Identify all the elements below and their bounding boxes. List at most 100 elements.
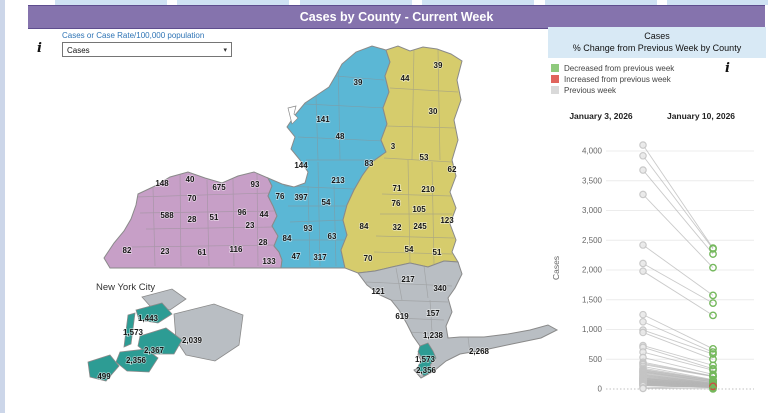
inset-westchester[interactable] xyxy=(141,288,187,311)
y-axis-tick: 4,000 xyxy=(582,147,603,156)
tab-stub[interactable] xyxy=(422,0,534,5)
slope-line xyxy=(642,370,714,382)
county-value-label: 39 xyxy=(434,61,443,70)
county-value-label: 93 xyxy=(304,224,313,233)
slope-line xyxy=(642,244,714,296)
tab-stub[interactable] xyxy=(177,0,289,5)
county-value-label: 48 xyxy=(336,132,345,141)
county-value-label: 245 xyxy=(413,222,427,231)
previous-week-point[interactable] xyxy=(639,317,647,326)
legend-item[interactable]: Decreased from previous week xyxy=(551,63,674,73)
change-legend: Decreased from previous week Increased fr… xyxy=(551,63,674,96)
inset-borough-manhattan[interactable] xyxy=(123,312,136,348)
county-value-label: 619 xyxy=(395,312,409,321)
county-value-label: 53 xyxy=(420,153,429,162)
current-week-point[interactable] xyxy=(709,291,717,300)
legend-item[interactable]: Increased from previous week xyxy=(551,74,674,84)
county-value-label: 2,039 xyxy=(182,336,203,345)
previous-week-point[interactable] xyxy=(639,241,647,249)
current-week-point[interactable] xyxy=(709,244,717,253)
cases-metric-select[interactable]: Cases ▾ xyxy=(62,42,232,57)
current-week-point[interactable] xyxy=(709,350,717,358)
county-value-label: 82 xyxy=(123,246,132,255)
slope-line xyxy=(642,155,714,250)
county-value-label: 116 xyxy=(230,245,243,254)
lake-notch xyxy=(287,105,299,125)
county-value-label: 54 xyxy=(322,198,331,207)
county-value-label: 51 xyxy=(433,248,442,257)
chart-header-line1: Cases xyxy=(644,31,670,41)
inset-nassau[interactable] xyxy=(173,303,244,362)
previous-week-point[interactable] xyxy=(639,151,647,160)
county-value-label: 40 xyxy=(186,175,195,184)
current-week-point[interactable] xyxy=(709,263,717,272)
county-value-label: 2,268 xyxy=(469,347,490,356)
county-value-label: 28 xyxy=(259,238,268,247)
county-value-label: 210 xyxy=(421,185,435,194)
inset-borough-queens[interactable] xyxy=(137,327,183,355)
slope-line xyxy=(642,345,714,366)
county-value-label: 39 xyxy=(354,78,363,87)
county-value-label: 105 xyxy=(412,205,426,214)
map-region-nyc[interactable] xyxy=(416,342,437,377)
county-value-labels: 148 40 675 93 70 588 28 51 96 44 23 28 82 23 61 116 133 3… xyxy=(97,60,491,381)
current-week-point[interactable] xyxy=(709,250,717,258)
county-value-label: 93 xyxy=(251,180,260,189)
slope-chart: 0 500 1,000 1,500 2,000 2,500 3,000 3,500 4,000 C… xyxy=(551,141,754,394)
slope-line xyxy=(642,346,714,370)
county-value-label: 144 xyxy=(294,161,308,170)
metric-selector-label: Cases or Case Rate/100,000 population xyxy=(62,31,205,40)
map-region-southeast-ny[interactable] xyxy=(357,260,559,379)
county-value-label: 157 xyxy=(426,309,440,318)
y-axis-label: Cases xyxy=(551,256,561,280)
slope-line xyxy=(642,263,714,304)
county-borders-southeast xyxy=(365,265,471,354)
legend-label: Previous week xyxy=(564,85,617,95)
previous-week-point[interactable] xyxy=(639,384,647,393)
county-value-label: 123 xyxy=(440,216,454,225)
previous-week-point[interactable] xyxy=(639,141,647,149)
info-icon[interactable]: i xyxy=(725,61,730,76)
slope-line xyxy=(642,374,714,384)
slope-line xyxy=(642,371,714,383)
inset-borough-staten-island[interactable] xyxy=(87,354,120,382)
page-left-border xyxy=(0,0,5,413)
county-value-label: 62 xyxy=(448,165,457,174)
previous-week-point[interactable] xyxy=(639,259,647,268)
current-week-point[interactable] xyxy=(709,361,717,370)
county-value-label: 340 xyxy=(433,284,447,293)
slope-line xyxy=(642,314,714,350)
county-value-label: 148 xyxy=(155,179,169,188)
increased-week-point[interactable] xyxy=(709,382,717,391)
slope-line xyxy=(642,270,714,316)
info-icon[interactable]: i xyxy=(37,41,42,56)
legend-item[interactable]: Previous week xyxy=(551,85,674,95)
county-value-label: 23 xyxy=(161,247,170,256)
tab-stub[interactable] xyxy=(667,0,768,5)
current-week-point[interactable] xyxy=(709,384,717,393)
tab-stub[interactable] xyxy=(55,0,167,5)
current-week-point[interactable] xyxy=(709,311,717,320)
previous-week-point[interactable] xyxy=(639,328,647,337)
slope-line xyxy=(642,332,714,360)
county-value-label: 2,356 xyxy=(126,356,147,365)
previous-week-point[interactable] xyxy=(639,310,647,319)
county-value-label: 121 xyxy=(371,287,385,296)
county-value-label: 44 xyxy=(401,74,410,83)
current-week-point[interactable] xyxy=(709,299,717,308)
county-value-label: 23 xyxy=(246,221,255,230)
tab-stub[interactable] xyxy=(300,0,412,5)
previous-week-point[interactable] xyxy=(639,190,647,199)
county-value-label: 51 xyxy=(210,213,219,222)
previous-week-point[interactable] xyxy=(639,267,647,275)
tab-stub[interactable] xyxy=(545,0,657,5)
y-axis-tick: 1,500 xyxy=(582,295,603,304)
previous-week-point[interactable] xyxy=(639,166,647,174)
county-value-label: 133 xyxy=(262,257,276,266)
county-value-label: 217 xyxy=(401,275,415,284)
inset-borough-bronx[interactable] xyxy=(135,302,173,324)
selected-metric: Cases xyxy=(67,46,90,55)
county-borders-northeast xyxy=(373,47,459,265)
county-value-label: 28 xyxy=(188,215,197,224)
current-week-point[interactable] xyxy=(709,344,717,353)
